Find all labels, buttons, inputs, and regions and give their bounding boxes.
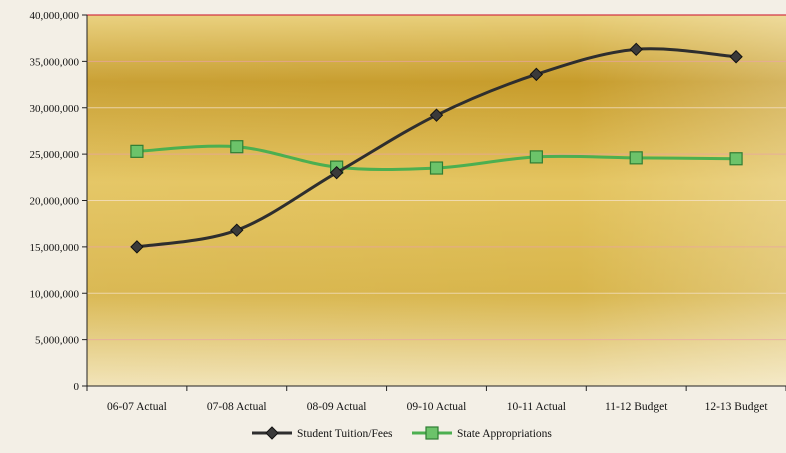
point-student-tuition-fees xyxy=(629,42,643,57)
y-tick-label: 0 xyxy=(74,381,80,393)
x-tick-label: 10-11 Actual xyxy=(507,401,566,413)
point-state-appropriations xyxy=(230,140,244,154)
y-tick-label: 5,000,000 xyxy=(35,335,80,347)
point-student-tuition-fees xyxy=(729,50,743,64)
y-tick-label: 15,000,000 xyxy=(30,242,80,254)
legend-label-student-tuition-fees: Student Tuition/Fees xyxy=(297,428,393,440)
y-tick-label: 20,000,000 xyxy=(30,196,80,208)
legend-label-state-appropriations: State Appropriations xyxy=(457,428,552,440)
x-tick-label: 07-08 Actual xyxy=(207,401,267,413)
point-state-appropriations xyxy=(729,152,743,166)
axes: 0 5,000,000 10,000,000 15,000,000 20,000,000… xyxy=(30,10,786,413)
series-layer xyxy=(130,42,743,254)
x-tick-label: 08-09 Actual xyxy=(307,401,367,413)
y-tick-label: 30,000,000 xyxy=(30,103,80,115)
point-state-appropriations xyxy=(629,151,643,165)
point-student-tuition-fees xyxy=(529,67,544,82)
x-tick-label: 06-07 Actual xyxy=(107,401,167,413)
point-student-tuition-fees xyxy=(429,108,444,122)
legend: Student Tuition/Fees State Appropriations xyxy=(252,426,552,440)
point-student-tuition-fees xyxy=(329,165,344,180)
point-state-appropriations xyxy=(429,161,444,175)
x-tick-label: 09-10 Actual xyxy=(407,401,467,413)
gridlines xyxy=(87,14,786,341)
y-tick-label: 10,000,000 xyxy=(30,288,80,300)
legend-marker-state-appropriations xyxy=(425,426,439,440)
point-student-tuition-fees xyxy=(130,240,144,254)
point-state-appropriations xyxy=(529,150,543,164)
y-tick-label: 35,000,000 xyxy=(30,56,80,68)
point-student-tuition-fees xyxy=(230,223,244,237)
x-tick-label: 12-13 Budget xyxy=(705,401,769,413)
x-tick-label: 11-12 Budget xyxy=(605,401,668,413)
y-tick-label: 40,000,000 xyxy=(30,10,80,22)
y-tick-label: 25,000,000 xyxy=(30,149,80,161)
legend-marker-student-tuition-fees xyxy=(265,426,279,440)
point-state-appropriations xyxy=(130,144,144,158)
